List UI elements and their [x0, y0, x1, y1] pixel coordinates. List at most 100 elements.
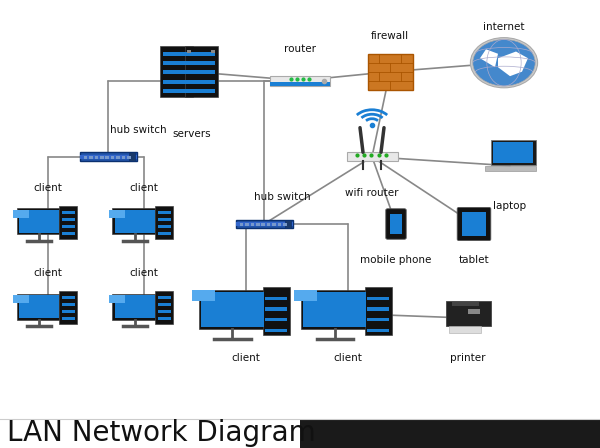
FancyBboxPatch shape [13, 210, 29, 218]
FancyBboxPatch shape [122, 155, 125, 159]
Text: servers: servers [173, 129, 211, 139]
FancyBboxPatch shape [62, 317, 75, 320]
FancyBboxPatch shape [283, 223, 287, 226]
FancyBboxPatch shape [187, 70, 215, 74]
FancyBboxPatch shape [491, 140, 536, 165]
FancyBboxPatch shape [79, 152, 137, 161]
FancyBboxPatch shape [485, 166, 536, 171]
FancyBboxPatch shape [158, 303, 171, 306]
FancyBboxPatch shape [59, 291, 77, 323]
FancyBboxPatch shape [109, 210, 125, 218]
Polygon shape [498, 52, 528, 76]
FancyBboxPatch shape [251, 223, 254, 226]
Text: internet: internet [483, 22, 525, 32]
FancyBboxPatch shape [19, 295, 59, 318]
FancyBboxPatch shape [285, 220, 290, 228]
FancyBboxPatch shape [185, 46, 218, 97]
FancyBboxPatch shape [301, 290, 368, 329]
Text: laptop: laptop [493, 201, 527, 211]
FancyBboxPatch shape [113, 293, 157, 319]
Circle shape [473, 39, 535, 86]
FancyBboxPatch shape [160, 46, 193, 97]
FancyBboxPatch shape [62, 225, 75, 228]
FancyBboxPatch shape [187, 61, 215, 65]
Polygon shape [480, 49, 498, 67]
Circle shape [470, 38, 538, 88]
Text: hub switch: hub switch [110, 125, 166, 135]
FancyBboxPatch shape [265, 329, 287, 332]
Text: client: client [130, 268, 158, 278]
FancyBboxPatch shape [158, 296, 171, 299]
FancyBboxPatch shape [89, 155, 93, 159]
FancyBboxPatch shape [111, 155, 114, 159]
FancyBboxPatch shape [187, 52, 215, 56]
Text: hub switch: hub switch [254, 192, 310, 202]
FancyBboxPatch shape [303, 292, 366, 327]
FancyBboxPatch shape [19, 210, 59, 233]
FancyBboxPatch shape [187, 89, 215, 93]
FancyBboxPatch shape [270, 82, 330, 86]
Text: client: client [34, 268, 62, 278]
FancyBboxPatch shape [245, 223, 249, 226]
FancyBboxPatch shape [367, 54, 413, 90]
FancyBboxPatch shape [100, 155, 104, 159]
FancyBboxPatch shape [266, 223, 271, 226]
FancyBboxPatch shape [367, 297, 389, 300]
FancyBboxPatch shape [265, 307, 287, 310]
FancyBboxPatch shape [300, 419, 600, 448]
FancyBboxPatch shape [158, 317, 171, 320]
FancyBboxPatch shape [158, 310, 171, 313]
FancyBboxPatch shape [109, 295, 125, 303]
FancyBboxPatch shape [113, 208, 157, 234]
Text: client: client [34, 183, 62, 193]
FancyBboxPatch shape [62, 310, 75, 313]
FancyBboxPatch shape [62, 218, 75, 221]
FancyBboxPatch shape [163, 80, 190, 84]
FancyBboxPatch shape [187, 50, 191, 53]
FancyBboxPatch shape [116, 155, 120, 159]
FancyBboxPatch shape [17, 293, 62, 319]
FancyBboxPatch shape [115, 210, 155, 233]
FancyBboxPatch shape [263, 287, 290, 336]
FancyBboxPatch shape [457, 207, 491, 241]
FancyBboxPatch shape [468, 309, 480, 314]
FancyBboxPatch shape [106, 155, 109, 159]
Text: mobile phone: mobile phone [361, 255, 431, 265]
FancyBboxPatch shape [449, 326, 481, 333]
FancyBboxPatch shape [386, 209, 406, 239]
FancyBboxPatch shape [235, 220, 293, 228]
FancyBboxPatch shape [192, 290, 215, 302]
FancyBboxPatch shape [163, 61, 190, 65]
FancyBboxPatch shape [367, 307, 389, 310]
FancyBboxPatch shape [163, 89, 190, 93]
FancyBboxPatch shape [163, 52, 190, 56]
FancyBboxPatch shape [199, 290, 266, 329]
FancyBboxPatch shape [462, 212, 486, 236]
FancyBboxPatch shape [187, 80, 215, 84]
FancyBboxPatch shape [84, 155, 88, 159]
FancyBboxPatch shape [59, 206, 77, 238]
FancyBboxPatch shape [127, 155, 131, 159]
FancyBboxPatch shape [270, 76, 330, 86]
FancyBboxPatch shape [367, 318, 389, 321]
Text: wifi router: wifi router [345, 188, 399, 198]
FancyBboxPatch shape [262, 223, 265, 226]
FancyBboxPatch shape [163, 70, 190, 74]
FancyBboxPatch shape [452, 302, 479, 306]
FancyBboxPatch shape [62, 232, 75, 235]
Text: tablet: tablet [458, 255, 490, 265]
FancyBboxPatch shape [95, 155, 98, 159]
FancyBboxPatch shape [201, 292, 264, 327]
FancyBboxPatch shape [240, 223, 244, 226]
FancyBboxPatch shape [155, 291, 173, 323]
Text: printer: printer [450, 353, 486, 363]
FancyBboxPatch shape [446, 302, 491, 326]
Text: router: router [284, 44, 316, 54]
FancyBboxPatch shape [265, 297, 287, 300]
FancyBboxPatch shape [158, 232, 171, 235]
FancyBboxPatch shape [365, 287, 392, 336]
FancyBboxPatch shape [390, 214, 402, 234]
FancyBboxPatch shape [294, 290, 317, 302]
Text: client: client [130, 183, 158, 193]
FancyBboxPatch shape [79, 155, 137, 159]
